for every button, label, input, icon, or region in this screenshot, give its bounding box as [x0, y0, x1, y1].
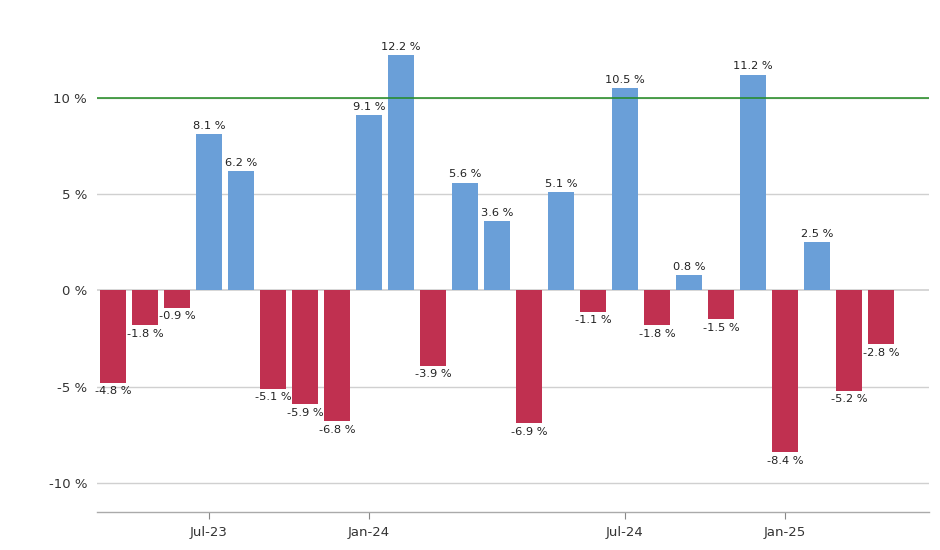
- Text: 5.6 %: 5.6 %: [448, 169, 481, 179]
- Text: -6.8 %: -6.8 %: [319, 425, 355, 435]
- Text: -0.9 %: -0.9 %: [159, 311, 196, 321]
- Bar: [132, 290, 158, 325]
- Text: -4.8 %: -4.8 %: [95, 387, 132, 397]
- Text: 2.5 %: 2.5 %: [801, 229, 833, 239]
- Bar: [612, 88, 638, 290]
- Bar: [259, 290, 286, 389]
- Bar: [323, 290, 350, 421]
- Text: 8.1 %: 8.1 %: [193, 121, 226, 131]
- Text: -3.9 %: -3.9 %: [415, 369, 451, 379]
- Bar: [804, 243, 830, 290]
- Text: -2.8 %: -2.8 %: [863, 348, 900, 358]
- Bar: [291, 290, 318, 404]
- Bar: [708, 290, 734, 320]
- Bar: [164, 290, 190, 308]
- Bar: [772, 290, 798, 452]
- Text: -1.8 %: -1.8 %: [127, 328, 164, 339]
- Bar: [740, 75, 766, 290]
- Text: 0.8 %: 0.8 %: [673, 262, 705, 272]
- Bar: [196, 134, 222, 290]
- Bar: [644, 290, 670, 325]
- Text: -1.1 %: -1.1 %: [574, 315, 611, 325]
- Text: -6.9 %: -6.9 %: [510, 427, 547, 437]
- Bar: [452, 183, 478, 290]
- Text: 6.2 %: 6.2 %: [225, 157, 257, 168]
- Text: 11.2 %: 11.2 %: [733, 61, 773, 71]
- Bar: [676, 275, 702, 290]
- Bar: [420, 290, 446, 366]
- Bar: [548, 192, 574, 290]
- Text: -8.4 %: -8.4 %: [767, 456, 803, 466]
- Text: -5.2 %: -5.2 %: [831, 394, 867, 404]
- Text: -5.1 %: -5.1 %: [255, 392, 291, 402]
- Text: 5.1 %: 5.1 %: [544, 179, 577, 189]
- Text: 9.1 %: 9.1 %: [352, 102, 385, 112]
- Text: -1.8 %: -1.8 %: [638, 328, 675, 339]
- Bar: [484, 221, 510, 290]
- Text: -1.5 %: -1.5 %: [702, 323, 739, 333]
- Text: 10.5 %: 10.5 %: [605, 75, 645, 85]
- Text: -5.9 %: -5.9 %: [287, 408, 323, 417]
- Text: 3.6 %: 3.6 %: [480, 208, 513, 218]
- Bar: [516, 290, 542, 424]
- Bar: [580, 290, 606, 312]
- Bar: [356, 115, 382, 290]
- Bar: [100, 290, 126, 383]
- Bar: [836, 290, 862, 390]
- Bar: [868, 290, 894, 344]
- Text: 12.2 %: 12.2 %: [381, 42, 421, 52]
- Bar: [388, 56, 414, 290]
- Bar: [227, 171, 254, 290]
